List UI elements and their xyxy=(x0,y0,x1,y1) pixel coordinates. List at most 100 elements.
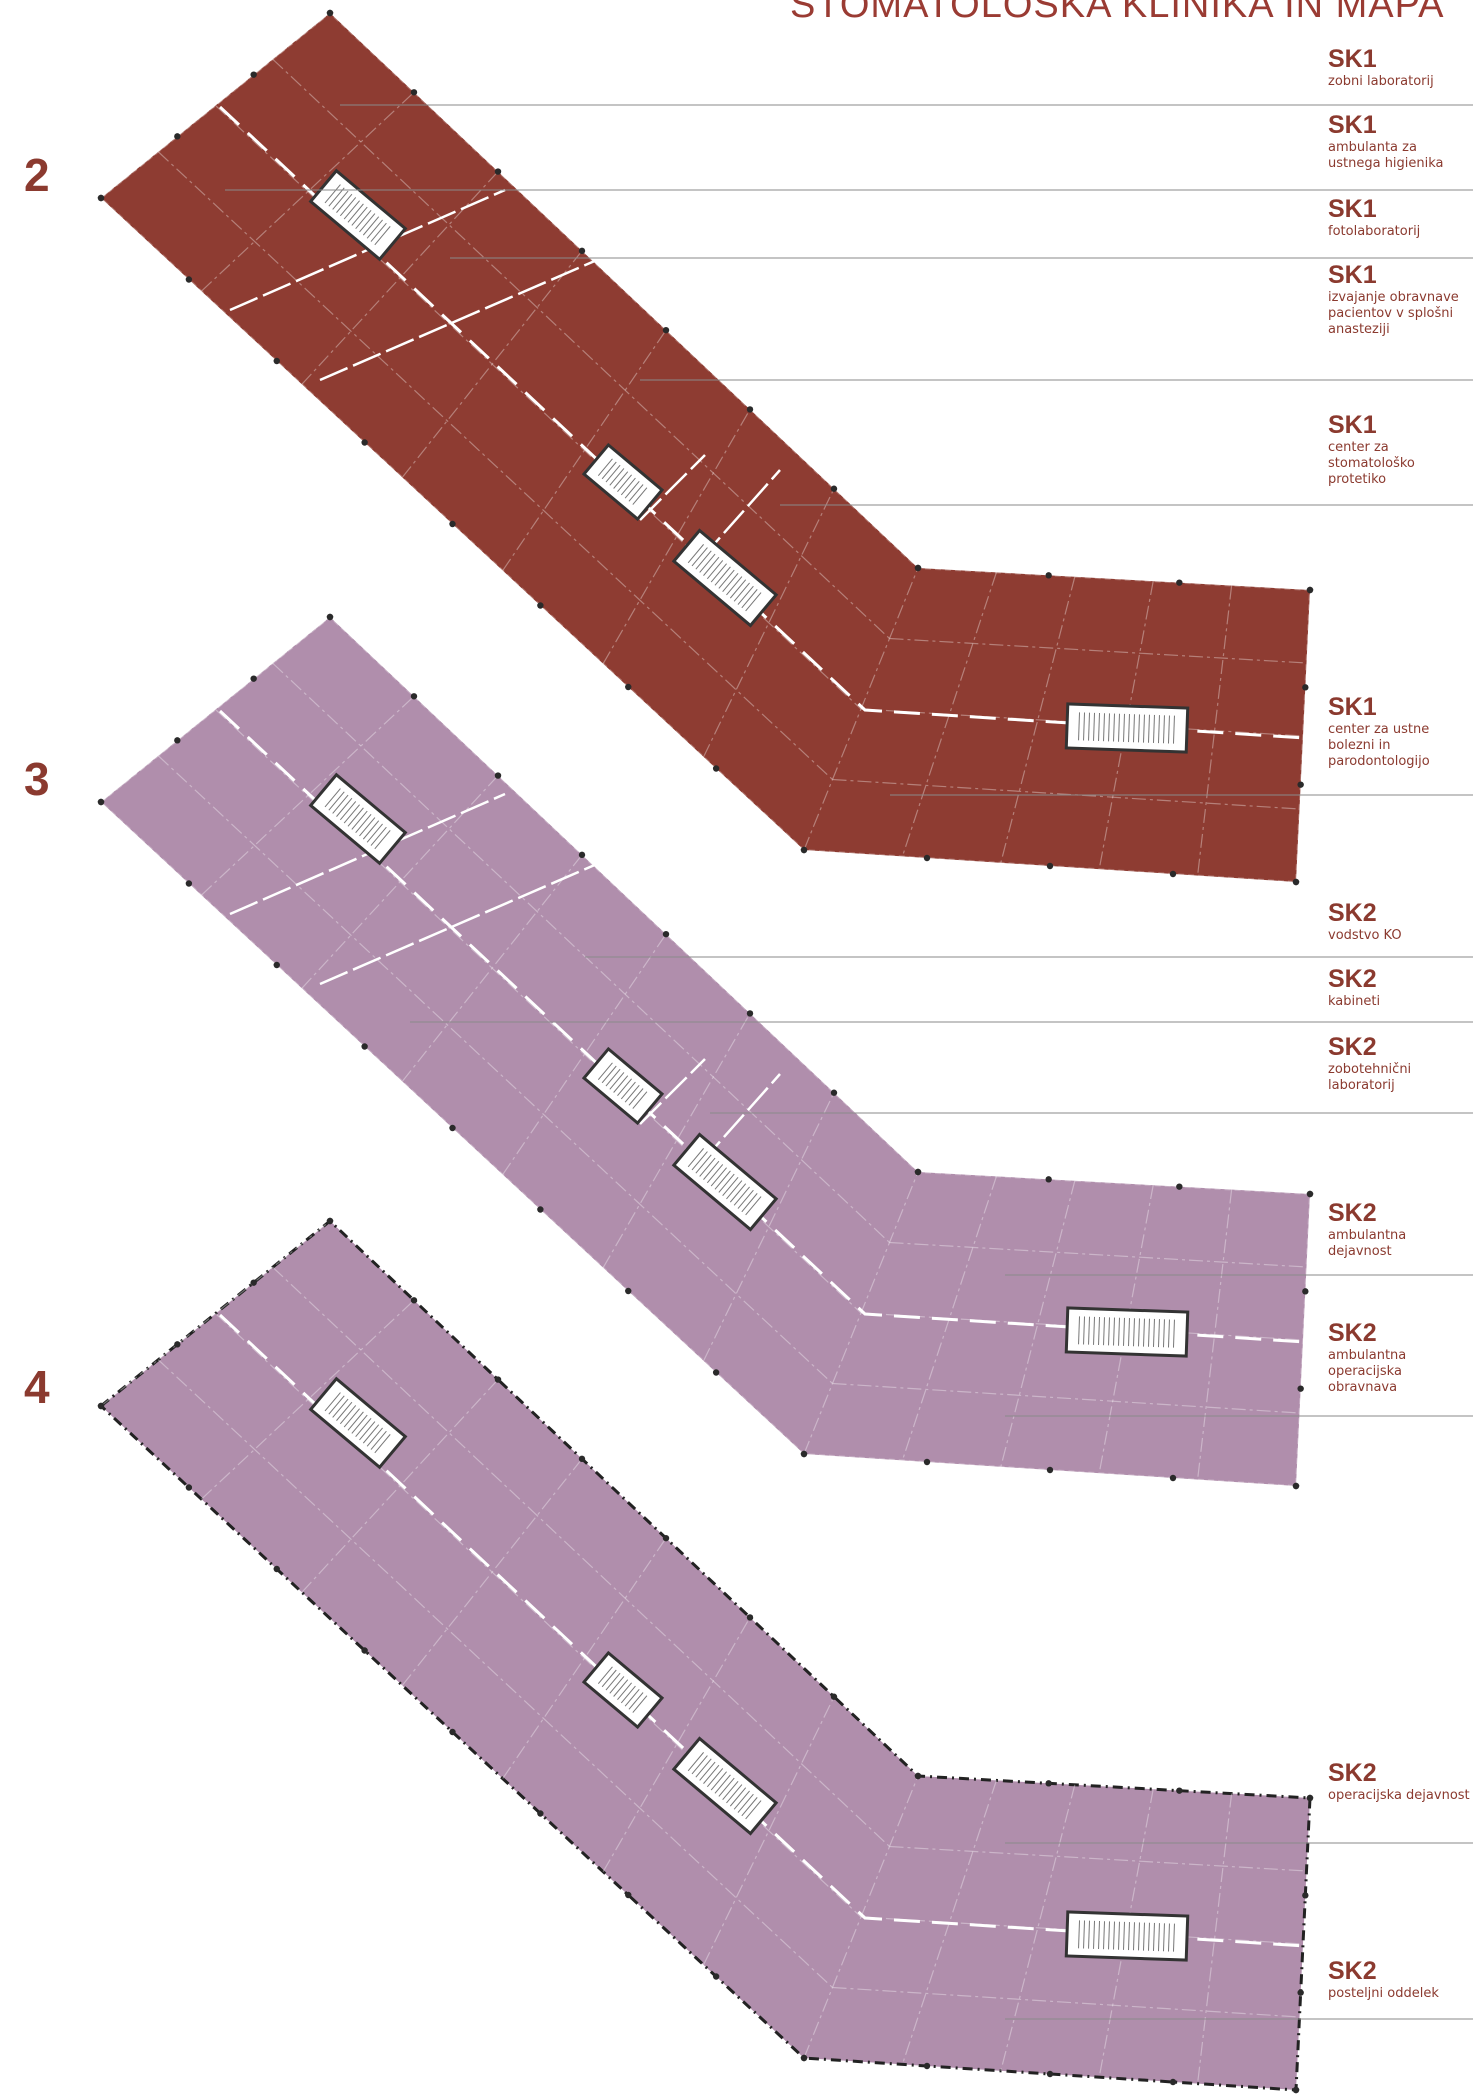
column xyxy=(449,1124,456,1132)
grid-line xyxy=(401,854,583,1082)
stair-tread xyxy=(355,209,372,230)
stair-tread xyxy=(1128,1318,1130,1347)
stair-tread xyxy=(347,1411,364,1431)
lift-core xyxy=(581,1046,665,1126)
stair-tread xyxy=(351,1414,368,1434)
room-label: SK2 zobotehnični laboratorij xyxy=(1328,1034,1473,1094)
room-label: SK1 zobni laboratorij xyxy=(1328,46,1473,90)
stair-tread xyxy=(1147,1922,1150,1951)
grid-line xyxy=(602,409,751,665)
corridor-line xyxy=(218,1313,1306,1948)
grid-line xyxy=(803,567,919,851)
floor-number-3: 3 xyxy=(24,753,50,805)
column xyxy=(1169,2078,1177,2086)
stair-tread xyxy=(1118,1921,1120,1950)
column xyxy=(1046,862,1054,870)
column xyxy=(1045,1780,1052,1787)
grid-line xyxy=(100,12,331,199)
stair-tread xyxy=(1083,712,1086,741)
department-code: SK1 xyxy=(1328,693,1377,721)
column xyxy=(746,1010,754,1017)
room-name: kabineti xyxy=(1328,994,1381,1009)
stair-tread xyxy=(370,222,387,242)
lift-core xyxy=(581,442,665,522)
grid-line xyxy=(157,755,833,1384)
stair-tread xyxy=(1113,713,1115,742)
room-label: SK2 ambulantna operacijska obravnava xyxy=(1328,1320,1473,1396)
room-name: vodstvo KO xyxy=(1328,928,1402,943)
grid-line xyxy=(157,1359,833,1988)
stair-tread xyxy=(699,553,716,573)
column xyxy=(830,485,838,492)
stair-tread xyxy=(597,1062,613,1080)
stair-tread xyxy=(1172,1319,1175,1348)
stair-tread xyxy=(687,544,704,564)
room-name: ambulantna dejavnost xyxy=(1328,1228,1407,1259)
stair-tread xyxy=(1118,1317,1120,1346)
room-divider xyxy=(319,248,621,382)
stair-tread xyxy=(617,1682,632,1701)
column xyxy=(800,846,808,854)
room-divider xyxy=(639,1058,706,1125)
stair-tread xyxy=(613,1679,629,1697)
core-wall xyxy=(581,1046,665,1126)
stair-tread xyxy=(1083,1316,1086,1345)
stair-tread xyxy=(710,1167,727,1187)
stair-tread xyxy=(370,826,387,846)
column xyxy=(326,9,334,17)
stair-tread xyxy=(703,1160,720,1180)
department-code: SK2 xyxy=(1328,965,1377,993)
stair-tread xyxy=(1088,1316,1091,1345)
column xyxy=(662,1534,670,1542)
column xyxy=(185,276,193,283)
column xyxy=(662,930,670,938)
grid-line xyxy=(301,775,499,989)
stair-tread xyxy=(370,1430,387,1450)
grid-line xyxy=(301,1379,499,1593)
lift-core xyxy=(581,1650,665,1730)
department-code: SK1 xyxy=(1328,111,1377,139)
column xyxy=(97,798,105,806)
column xyxy=(1306,1190,1314,1198)
stair-tread xyxy=(706,1768,724,1788)
column xyxy=(494,168,502,175)
floor-plate-3 xyxy=(97,613,1314,1490)
stair-tread xyxy=(1152,1318,1155,1347)
stair-tread xyxy=(726,576,743,596)
grid-line xyxy=(157,151,833,780)
stair-tread xyxy=(324,788,341,808)
column xyxy=(97,194,105,202)
column xyxy=(1297,781,1304,788)
grid-line xyxy=(301,171,499,385)
stair-tread xyxy=(624,480,640,499)
room-name: posteljni oddelek xyxy=(1328,1986,1439,2001)
stair-tread xyxy=(1113,1921,1115,1950)
column xyxy=(326,613,334,621)
column xyxy=(185,880,193,887)
grid-line xyxy=(201,91,415,292)
stair-tread xyxy=(706,560,724,580)
column xyxy=(1297,1385,1304,1392)
column xyxy=(1169,1474,1177,1482)
stair-tread xyxy=(1103,713,1106,742)
stair-tread xyxy=(359,213,376,233)
room-name: ambulantna operacijska obravnava xyxy=(1328,1348,1407,1395)
stair-tread xyxy=(1128,1922,1130,1951)
department-code: SK2 xyxy=(1328,1957,1377,1985)
core-wall xyxy=(1064,1910,1190,1962)
stair-tread xyxy=(718,1777,735,1797)
stair-tread xyxy=(620,1685,636,1704)
stair-tread xyxy=(613,1075,629,1093)
column xyxy=(410,1297,418,1304)
column xyxy=(361,439,368,446)
room-divider xyxy=(319,852,621,986)
column xyxy=(1306,1794,1314,1802)
column xyxy=(578,247,586,255)
stair-tread xyxy=(374,1434,391,1454)
stair-tread xyxy=(1098,1921,1101,1950)
stair-tread xyxy=(745,1196,762,1216)
stair-tread xyxy=(710,1771,727,1791)
stair-tread xyxy=(1152,1922,1155,1951)
stair-tread xyxy=(347,203,364,223)
column xyxy=(449,520,456,528)
